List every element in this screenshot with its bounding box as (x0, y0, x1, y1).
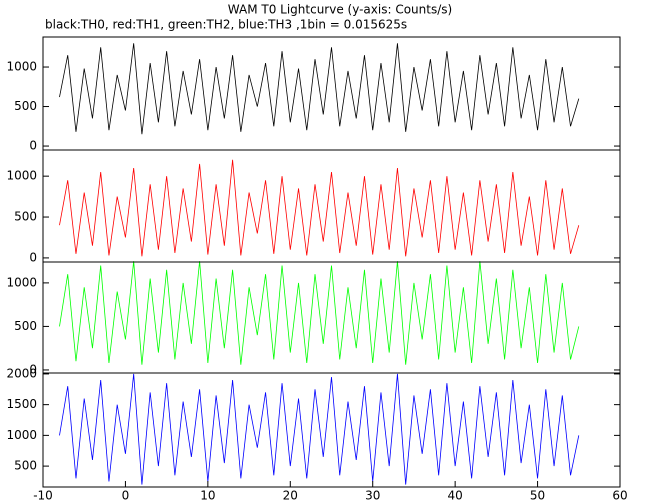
x-tick-label: 0 (122, 489, 130, 503)
y-tick-label: 1500 (6, 397, 37, 411)
y-tick-label: 1000 (6, 60, 37, 74)
chart-subtitle: black:TH0, red:TH1, green:TH2, blue:TH3 … (45, 18, 407, 32)
series-line (59, 261, 580, 365)
y-tick-label: 0 (29, 139, 37, 153)
y-tick-label: 1000 (6, 275, 37, 289)
x-tick-label: 10 (200, 489, 215, 503)
x-tick-label: 60 (612, 489, 627, 503)
chart-title: WAM T0 Lightcurve (y-axis: Counts/s) (228, 3, 452, 17)
y-tick-label: 0 (29, 250, 37, 264)
y-tick-label: 1000 (6, 169, 37, 183)
x-tick-label: -10 (33, 489, 53, 503)
series-line (59, 373, 580, 485)
y-tick-label: 1000 (6, 428, 37, 442)
y-tick-label: 500 (14, 210, 37, 224)
x-tick-label: 20 (283, 489, 298, 503)
x-tick-label: 30 (365, 489, 380, 503)
panel-frame (42, 261, 621, 374)
x-tick-label: 40 (448, 489, 463, 503)
y-tick-label: 500 (14, 459, 37, 473)
y-tick-label: 500 (14, 99, 37, 113)
y-tick-label: 0 (29, 362, 37, 376)
series-line (59, 43, 580, 135)
panel-frame (42, 372, 621, 488)
y-tick-label: 2000 (6, 366, 37, 380)
x-tick-label: 50 (530, 489, 545, 503)
series-line (59, 159, 580, 257)
panel-frame (42, 36, 621, 151)
y-tick-label: 500 (14, 319, 37, 333)
